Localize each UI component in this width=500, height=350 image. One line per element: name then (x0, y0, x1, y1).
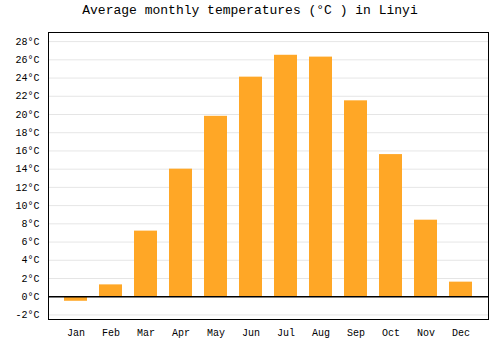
svg-text:8°C: 8°C (21, 219, 39, 230)
svg-text:Sep: Sep (347, 328, 365, 339)
svg-text:16°C: 16°C (15, 146, 39, 157)
svg-text:10°C: 10°C (15, 201, 39, 212)
svg-text:Aug: Aug (312, 328, 330, 339)
svg-text:18°C: 18°C (15, 128, 39, 139)
svg-text:26°C: 26°C (15, 55, 39, 66)
svg-text:Jul: Jul (277, 328, 295, 339)
svg-text:Jun: Jun (242, 328, 260, 339)
svg-text:14°C: 14°C (15, 164, 39, 175)
svg-text:20°C: 20°C (15, 110, 39, 121)
svg-text:24°C: 24°C (15, 73, 39, 84)
svg-text:Feb: Feb (102, 328, 120, 339)
svg-text:22°C: 22°C (15, 91, 39, 102)
svg-text:2°C: 2°C (21, 274, 39, 285)
svg-text:Jan: Jan (67, 328, 85, 339)
svg-text:Nov: Nov (417, 328, 435, 339)
svg-text:Apr: Apr (172, 328, 190, 339)
svg-text:Dec: Dec (452, 328, 470, 339)
svg-text:4°C: 4°C (21, 255, 39, 266)
svg-text:12°C: 12°C (15, 183, 39, 194)
svg-text:Oct: Oct (382, 328, 400, 339)
html-text:Average monthly temperatures (: Average monthly temperatures (°C ) in Li… (82, 3, 418, 18)
svg-text:0°C: 0°C (21, 292, 39, 303)
svg-text:Mar: Mar (137, 328, 155, 339)
svg-text:-2°C: -2°C (15, 310, 39, 321)
svg-text:May: May (207, 328, 225, 339)
svg-text:28°C: 28°C (15, 37, 39, 48)
svg-text:6°C: 6°C (21, 237, 39, 248)
